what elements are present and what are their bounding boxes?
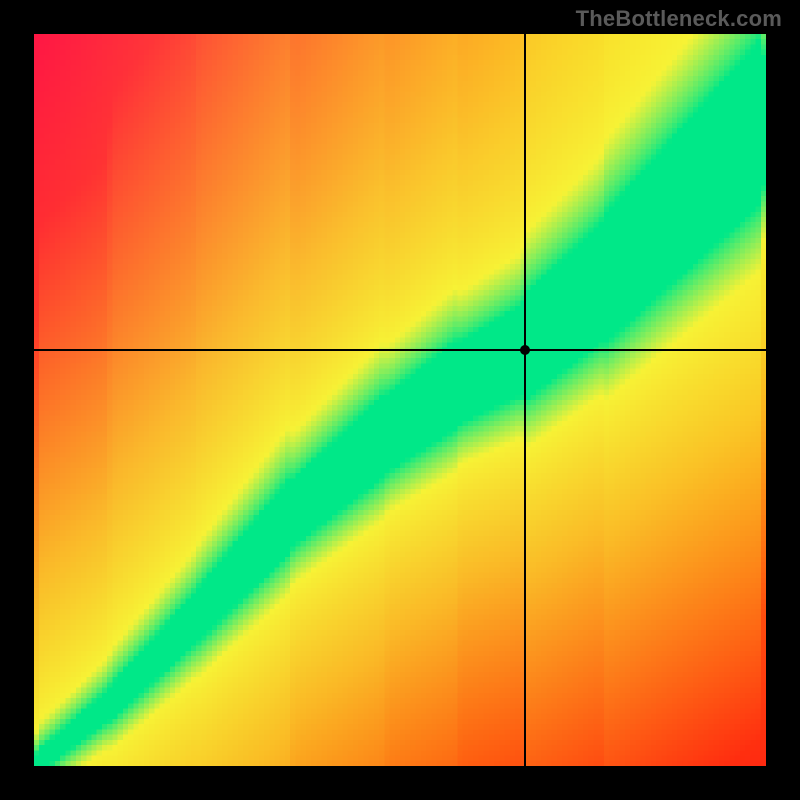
crosshair-vertical — [524, 34, 526, 766]
crosshair-horizontal — [34, 349, 766, 351]
chart-container: TheBottleneck.com — [0, 0, 800, 800]
heatmap-canvas — [34, 34, 766, 766]
watermark-text: TheBottleneck.com — [576, 6, 782, 32]
